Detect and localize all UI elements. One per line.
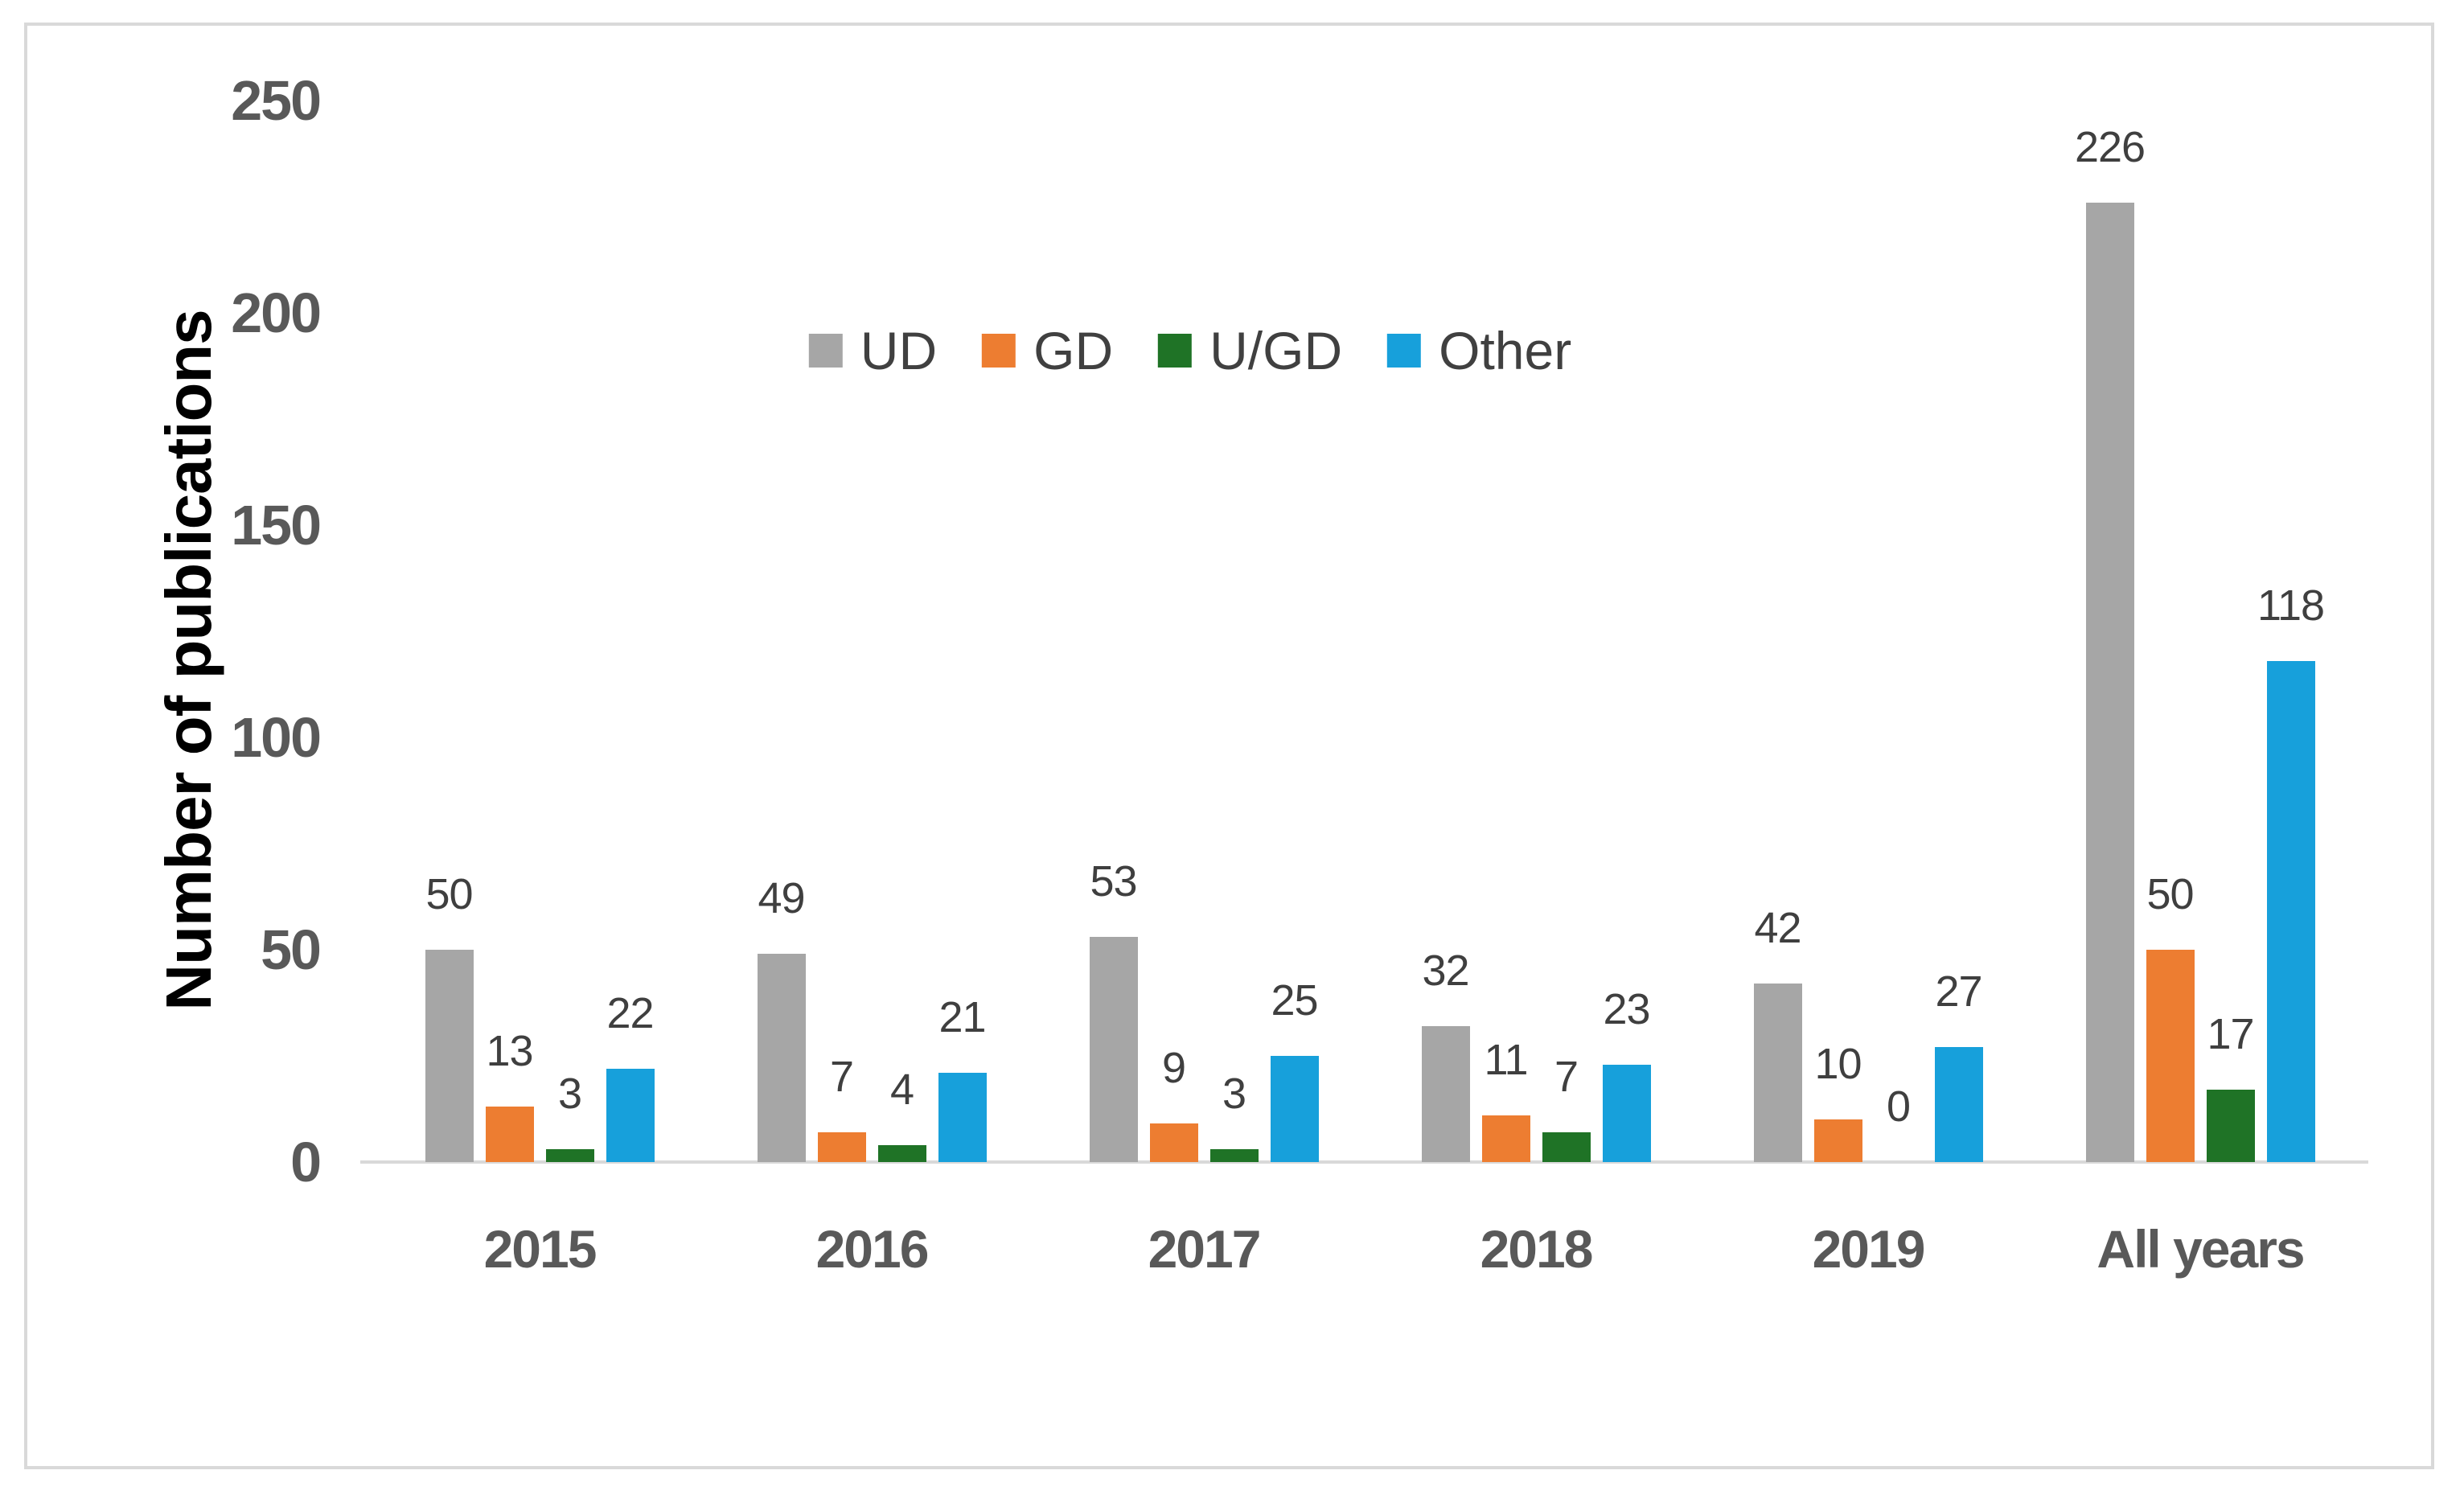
legend-swatch-icon xyxy=(808,334,843,368)
bar-gd-2016 xyxy=(817,1132,866,1162)
data-label: 50 xyxy=(425,870,473,918)
data-label: 23 xyxy=(1603,985,1650,1033)
bar-u-gd-2016 xyxy=(877,1145,926,1162)
legend-swatch-icon xyxy=(1387,334,1422,368)
data-label: 50 xyxy=(2146,870,2194,918)
legend-label: GD xyxy=(1033,321,1114,380)
legend-label: Other xyxy=(1439,321,1572,380)
bar-other-all-years xyxy=(2266,661,2315,1162)
y-tick-label: 50 xyxy=(261,918,322,981)
bar-ud-all-years xyxy=(2085,203,2134,1162)
bar-gd-2018 xyxy=(1481,1115,1530,1162)
bar-other-2018 xyxy=(1602,1065,1651,1162)
data-label: 7 xyxy=(1554,1053,1579,1101)
data-label: 9 xyxy=(1161,1044,1186,1092)
y-tick-label: 0 xyxy=(290,1131,322,1193)
legend-item-gd: GD xyxy=(982,320,1113,381)
data-label: 53 xyxy=(1090,857,1137,906)
data-label: 21 xyxy=(938,993,986,1041)
bar-other-2016 xyxy=(938,1073,987,1162)
legend-item-u-gd: U/GD xyxy=(1158,320,1342,381)
data-label: 32 xyxy=(1422,947,1469,995)
category-label-2018: 2018 xyxy=(1480,1219,1594,1279)
bar-other-2017 xyxy=(1270,1056,1319,1162)
data-label: 4 xyxy=(889,1066,914,1114)
legend-item-ud: UD xyxy=(808,320,938,381)
bar-ud-2018 xyxy=(1421,1026,1470,1162)
data-label: 42 xyxy=(1754,904,1801,952)
data-label: 3 xyxy=(557,1070,582,1118)
bar-ud-2019 xyxy=(1753,984,1802,1162)
bar-gd-2019 xyxy=(1813,1119,1862,1162)
data-label: 10 xyxy=(1814,1040,1862,1088)
bar-ud-2017 xyxy=(1089,937,1138,1162)
data-label: 7 xyxy=(829,1053,854,1101)
data-label: 25 xyxy=(1271,976,1318,1025)
legend-label: UD xyxy=(860,321,938,380)
bar-other-2019 xyxy=(1934,1047,1983,1162)
y-tick-label: 150 xyxy=(231,494,322,556)
y-tick-label: 100 xyxy=(231,706,322,769)
chart-legend: UD GD U/GD Other xyxy=(808,320,1571,381)
bar-gd-2015 xyxy=(485,1107,534,1162)
data-label: 22 xyxy=(606,989,654,1037)
data-label: 17 xyxy=(2207,1010,2254,1058)
bar-u-gd-all-years xyxy=(2206,1090,2255,1162)
y-tick-label: 200 xyxy=(231,281,322,344)
bar-other-2015 xyxy=(606,1069,655,1162)
bar-u-gd-2018 xyxy=(1542,1132,1591,1162)
data-label: 3 xyxy=(1222,1070,1246,1118)
chart-frame xyxy=(24,23,2434,1469)
category-label-2017: 2017 xyxy=(1148,1219,1262,1279)
category-label-2015: 2015 xyxy=(483,1219,598,1279)
bar-ud-2015 xyxy=(425,950,474,1162)
legend-label: U/GD xyxy=(1209,321,1343,380)
legend-item-other: Other xyxy=(1387,320,1571,381)
legend-swatch-icon xyxy=(1158,334,1193,368)
bar-gd-2017 xyxy=(1149,1123,1198,1162)
category-label-all-years: All years xyxy=(2096,1219,2305,1279)
category-label-2016: 2016 xyxy=(815,1219,930,1279)
data-label: 13 xyxy=(486,1027,533,1075)
data-label: 0 xyxy=(1886,1082,1911,1131)
bar-gd-all-years xyxy=(2146,950,2195,1162)
data-label: 11 xyxy=(1484,1036,1528,1084)
x-axis-line xyxy=(360,1160,2368,1164)
data-label: 118 xyxy=(2257,581,2325,630)
y-tick-label: 250 xyxy=(231,69,322,132)
category-label-2019: 2019 xyxy=(1812,1219,1926,1279)
data-label: 49 xyxy=(758,874,805,922)
bar-u-gd-2015 xyxy=(545,1149,594,1162)
legend-swatch-icon xyxy=(982,334,1016,368)
data-label: 27 xyxy=(1935,967,1982,1016)
data-label: 226 xyxy=(2074,123,2146,171)
bar-u-gd-2017 xyxy=(1209,1149,1259,1162)
bar-ud-2016 xyxy=(757,954,806,1162)
